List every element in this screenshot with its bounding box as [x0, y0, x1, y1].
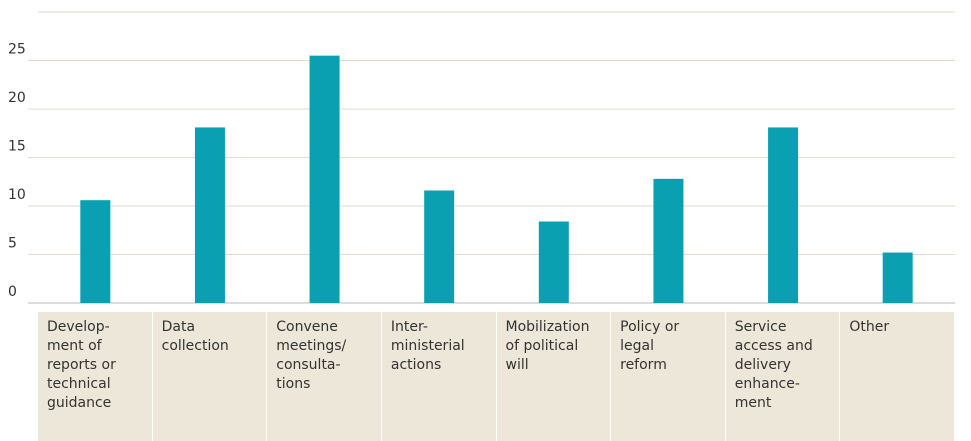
bar	[538, 221, 569, 303]
bar	[309, 55, 340, 304]
bar	[80, 200, 111, 303]
x-tick-label: Policy or legal reform	[611, 312, 725, 441]
y-tick-label: 20	[8, 90, 26, 106]
bar	[768, 127, 799, 304]
x-tick-label: Develop- ment of reports or technical gu…	[38, 312, 152, 441]
bar	[653, 178, 684, 303]
y-tick-label: 0	[8, 284, 17, 300]
y-tick-label: 15	[8, 139, 26, 155]
y-tick-label: 5	[8, 236, 17, 252]
x-tick-label: Inter- ministerial actions	[381, 312, 496, 441]
bar	[424, 190, 455, 303]
y-tick-label: 25	[8, 42, 26, 58]
x-tick-label: Mobilization of political will	[496, 312, 611, 441]
y-tick-label: 10	[8, 187, 26, 203]
x-tick-label: Convene meetings/ consulta- tions	[267, 312, 381, 441]
bar	[882, 252, 913, 303]
x-tick-label: Data collection	[152, 312, 267, 441]
bar	[194, 127, 225, 304]
x-tick-label: Service access and delivery enhance- men…	[725, 312, 840, 441]
x-tick-label: Other	[840, 312, 954, 441]
